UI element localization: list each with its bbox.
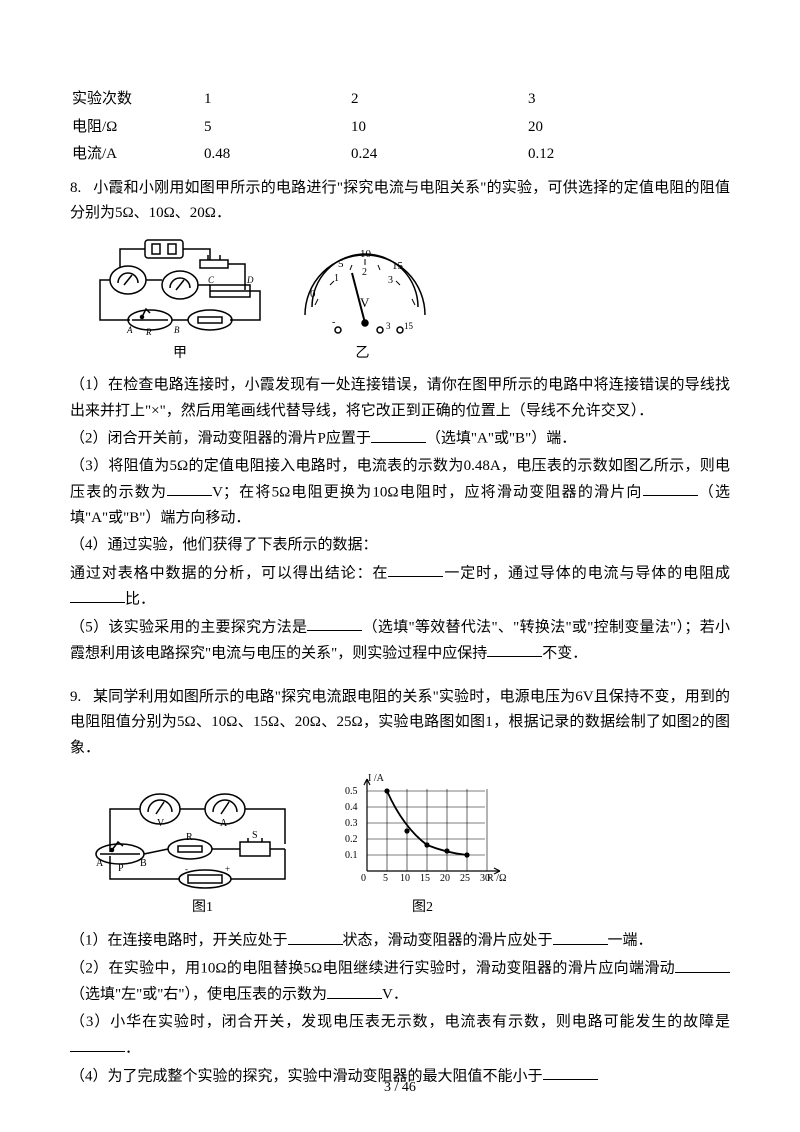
table-row: 实验次数 1 2 3 — [72, 87, 728, 113]
blank[interactable] — [288, 928, 343, 945]
svg-text:15: 15 — [420, 873, 430, 884]
table-row: 电阻/Ω 5 10 20 — [72, 115, 728, 141]
svg-text:15: 15 — [392, 260, 404, 272]
svg-text:R: R — [145, 327, 152, 337]
svg-text:R: R — [186, 832, 193, 843]
svg-text:10: 10 — [400, 873, 410, 884]
blank[interactable] — [327, 982, 382, 999]
q9-fig2: I /A 0.50.40.30.20.1 0 51015202530 R /Ω … — [335, 769, 510, 920]
svg-text:A: A — [220, 818, 228, 829]
svg-text:C: C — [208, 275, 215, 285]
svg-text:+: + — [225, 864, 230, 874]
svg-text:2: 2 — [362, 267, 367, 278]
svg-text:D: D — [246, 275, 254, 285]
svg-text:0.4: 0.4 — [345, 802, 358, 813]
q9-number: 9. — [70, 689, 81, 705]
svg-text:10: 10 — [360, 248, 372, 260]
svg-text:B: B — [174, 325, 180, 335]
blank[interactable] — [371, 426, 426, 443]
cell: 10 — [351, 115, 526, 141]
svg-text:A: A — [126, 325, 133, 335]
fig-label: 图1 — [192, 896, 213, 920]
svg-text:5: 5 — [338, 258, 344, 270]
blank[interactable] — [487, 641, 542, 658]
q8-p4-cont: 通过对表格中数据的分析，可以得出结论：在一定时，通过导体的电流与导体的电阻成比． — [70, 561, 730, 613]
q8-p4: （4）通过实验，他们获得了下表所示的数据： — [70, 533, 730, 559]
blank[interactable] — [70, 587, 125, 604]
svg-text:1: 1 — [334, 273, 339, 284]
svg-text:-: - — [185, 864, 188, 874]
cell: 电阻/Ω — [72, 115, 202, 141]
blank[interactable] — [643, 480, 698, 497]
svg-text:0.5: 0.5 — [345, 786, 358, 797]
svg-text:P: P — [118, 863, 124, 874]
svg-text:V: V — [157, 818, 165, 829]
blank[interactable] — [675, 956, 730, 973]
svg-text:3: 3 — [386, 321, 391, 331]
svg-text:R /Ω: R /Ω — [487, 873, 506, 884]
q9-intro: 9. 某同学利用如图所示的电路"探究电流跟电阻的关系"实验时，电源电压为6V且保… — [70, 685, 730, 762]
svg-text:S: S — [252, 830, 258, 841]
cell: 0.12 — [528, 142, 728, 168]
page-footer: 3 / 46 — [0, 1076, 800, 1100]
q9-p1: （1）在连接电路时，开关应处于状态，滑动变阻器的滑片应处于一端． — [70, 928, 730, 954]
table-row: 电流/A 0.48 0.24 0.12 — [72, 142, 728, 168]
cell: 实验次数 — [72, 87, 202, 113]
q8-p2: （2）闭合开关前，滑动变阻器的滑片P应置于（选填"A"或"B"）端． — [70, 426, 730, 452]
q8-fig-yi: 0 5 10 15 1 2 3 V - 3 15 乙 — [290, 235, 435, 366]
blank[interactable] — [553, 928, 608, 945]
svg-text:B: B — [140, 858, 147, 869]
svg-text:0.3: 0.3 — [345, 818, 358, 829]
svg-text:3: 3 — [388, 275, 393, 286]
svg-text:0: 0 — [361, 873, 366, 884]
blank[interactable] — [307, 615, 362, 632]
q8-number: 8. — [70, 180, 81, 196]
cell: 20 — [528, 115, 728, 141]
circuit-diagram-icon: V A P A B R S — [90, 784, 315, 894]
svg-text:V: V — [360, 295, 370, 310]
fig-label: 甲 — [173, 342, 187, 366]
cell: 5 — [204, 115, 349, 141]
svg-text:0: 0 — [310, 288, 316, 300]
svg-text:A: A — [96, 858, 104, 869]
data-table-q8: 实验次数 1 2 3 电阻/Ω 5 10 20 电流/A 0.48 0.24 0… — [70, 85, 730, 170]
blank[interactable] — [167, 480, 212, 497]
svg-text:15: 15 — [404, 321, 414, 331]
svg-text:-: - — [332, 317, 335, 328]
q9-p3: （3）小华在实验时，闭合开关，发现电压表无示数，电流表有示数，则电路可能发生的故… — [70, 1010, 730, 1062]
cell: 0.24 — [351, 142, 526, 168]
q9-figures: V A P A B R S — [90, 769, 730, 920]
cell: 电流/A — [72, 142, 202, 168]
fig-label: 乙 — [356, 342, 370, 366]
q8-intro: 8. 小霞和小刚用如图甲所示的电路进行"探究电流与电阻关系"的实验，可供选择的定… — [70, 176, 730, 227]
cell: 3 — [528, 87, 728, 113]
svg-text:25: 25 — [460, 873, 470, 884]
fig-label: 图2 — [412, 896, 433, 920]
svg-text:0.1: 0.1 — [345, 850, 358, 861]
q8-p1: （1）在检查电路连接时，小霞发现有一处连接错误，请你在图甲所示的电路中将连接错误… — [70, 373, 730, 424]
q8-p3: （3）将阻值为5Ω的定值电阻接入电路时，电流表的示数为0.48A，电压表的示数如… — [70, 454, 730, 531]
cell: 1 — [204, 87, 349, 113]
q9-fig1: V A P A B R S — [90, 784, 315, 920]
svg-text:0.2: 0.2 — [345, 834, 358, 845]
q8-fig-jia: C D R A B 甲 — [90, 235, 270, 366]
svg-text:I /A: I /A — [368, 773, 385, 784]
cell: 2 — [351, 87, 526, 113]
q8-figures: C D R A B 甲 — [90, 235, 730, 366]
voltmeter-icon: 0 5 10 15 1 2 3 V - 3 15 — [290, 235, 435, 340]
line-chart-icon: I /A 0.50.40.30.20.1 0 51015202530 R /Ω — [335, 769, 510, 894]
svg-text:5: 5 — [383, 873, 388, 884]
circuit-diagram-icon: C D R A B — [90, 235, 270, 340]
q9-p2: （2）在实验中，用10Ω的电阻替换5Ω电阻继续进行实验时，滑动变阻器的滑片应向端… — [70, 956, 730, 1008]
q8-p5: （5）该实验采用的主要探究方法是（选填"等效替代法"、"转换法"或"控制变量法"… — [70, 615, 730, 667]
svg-text:20: 20 — [440, 873, 450, 884]
cell: 0.48 — [204, 142, 349, 168]
blank[interactable] — [388, 561, 443, 578]
blank[interactable] — [70, 1036, 125, 1053]
